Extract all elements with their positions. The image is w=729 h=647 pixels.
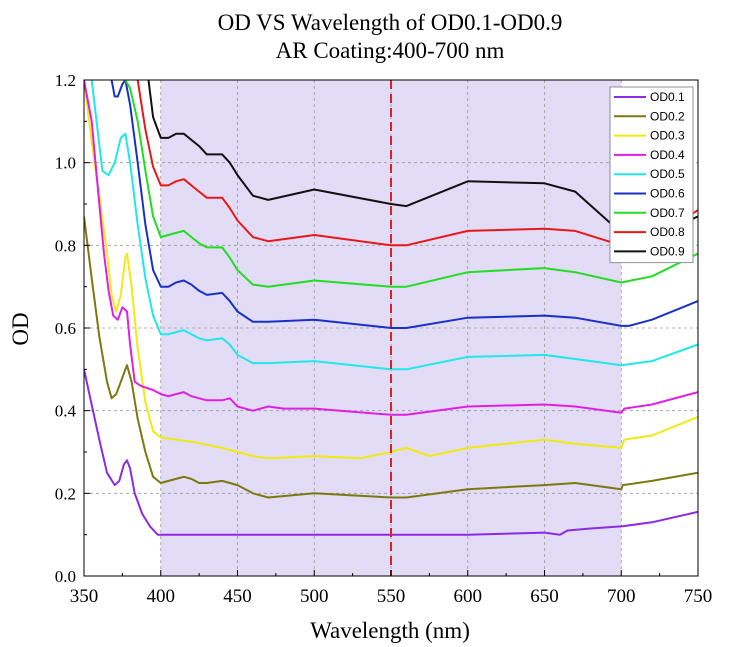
legend-label: OD0.1 (650, 90, 685, 104)
series-line-od0-6 (110, 80, 698, 329)
y-axis-label: OD (8, 312, 33, 345)
y-tick-label: 0.4 (55, 402, 77, 421)
series-line-od0-3 (84, 80, 698, 460)
series-group (84, 80, 698, 536)
x-axis-label: Wavelength (nm) (310, 618, 470, 643)
x-tick-label: 450 (223, 586, 252, 607)
y-tick-label: 1.2 (55, 71, 76, 90)
legend-label: OD0.5 (650, 167, 685, 181)
x-tick-label: 650 (530, 586, 559, 607)
series-line-od0-9 (147, 80, 698, 239)
chart-title: OD VS Wavelength of OD0.1-OD0.9 (218, 10, 563, 35)
x-tick-label: 700 (607, 586, 636, 607)
y-tick-label: 0.6 (55, 319, 76, 338)
y-tick-label: 0.8 (55, 236, 76, 255)
legend-label: OD0.8 (650, 225, 685, 239)
plot-area (83, 79, 699, 577)
x-tick-label: 500 (300, 586, 329, 607)
x-tick-label: 600 (454, 586, 483, 607)
chart-subtitle: AR Coating:400-700 nm (276, 38, 505, 63)
series-line-od0-1 (84, 369, 698, 536)
y-tick-label: 1.0 (55, 154, 76, 173)
x-tick-label: 550 (377, 586, 406, 607)
x-tick-label: 350 (70, 586, 99, 607)
x-tick-label: 400 (147, 586, 176, 607)
x-tick-label: 750 (684, 586, 713, 607)
legend-label: OD0.4 (650, 148, 685, 162)
legend-label: OD0.9 (650, 244, 685, 258)
legend: OD0.1 OD0.2 OD0.3 OD0.4 OD0.5 OD0.6 OD0.7 OD0.8… (609, 86, 694, 264)
y-tick-label: 0.0 (55, 567, 76, 586)
legend-label: OD0.2 (650, 109, 685, 123)
series-line-od0-7 (124, 80, 698, 288)
series-line-od0-8 (136, 80, 698, 247)
y-axis-ticks: 0.0 0.2 0.4 0.6 0.8 1.0 1.2 (55, 71, 90, 586)
x-axis-ticks: 350 400 450 500 550 600 650 700 750 (70, 570, 713, 607)
series-line-od0-2 (84, 216, 698, 499)
series-line-od0-5 (90, 80, 698, 371)
legend-label: OD0.6 (650, 187, 685, 201)
series-line-od0-4 (84, 80, 698, 416)
legend-label: OD0.7 (650, 206, 685, 220)
legend-label: OD0.3 (650, 129, 685, 143)
y-tick-label: 0.2 (55, 484, 76, 503)
